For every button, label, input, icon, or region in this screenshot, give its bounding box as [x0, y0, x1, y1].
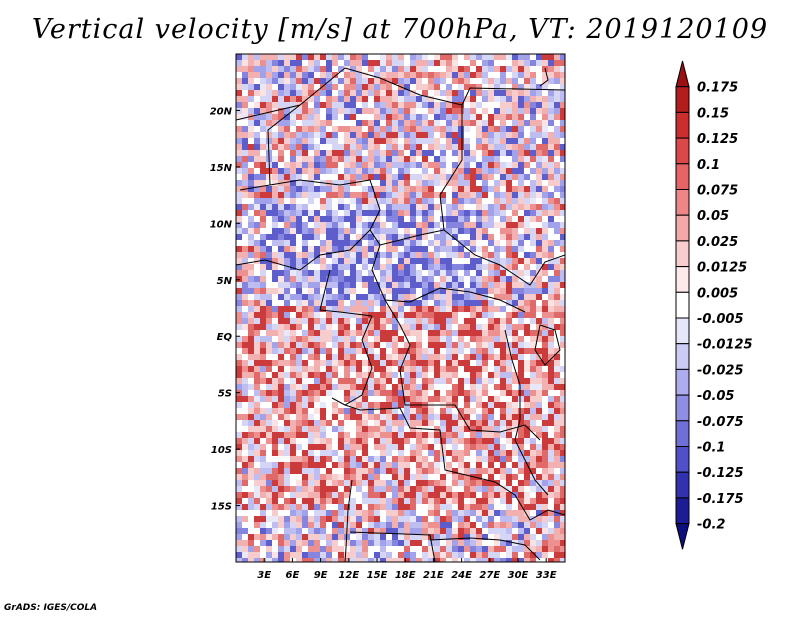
lat-tick-label: 15N — [210, 163, 233, 174]
colorbar: 0.175 0.15 0.125 0.1 0.075 0.05 0.025 0.0125 0.0… — [675, 60, 753, 550]
colorbar-label: -0.175 — [697, 492, 744, 507]
colorbar-label: 0.05 — [697, 209, 729, 224]
map-axes: 20N 15N 10N 5N EQ 5S 10S 15S 3E 6E 9E 12E 15E 18E 21E 2… — [210, 106, 557, 581]
colorbar-swatch — [675, 394, 690, 422]
lon-tick-label: 15E — [367, 570, 388, 581]
colorbar-label: -0.0125 — [697, 338, 753, 353]
lon-tick-label: 21E — [423, 570, 444, 581]
velocity-field — [236, 54, 565, 562]
colorbar-swatch — [675, 317, 690, 345]
colorbar-label: 0.005 — [697, 286, 738, 301]
colorbar-label: 0.1 — [697, 158, 720, 173]
map-title: Vertical velocity [m/s] at 700hPa, VT: 2… — [31, 14, 769, 45]
colorbar-swatch — [675, 240, 690, 268]
lon-tick-label: 9E — [314, 570, 328, 581]
colorbar-label: -0.2 — [697, 518, 725, 533]
lat-tick-label: 10S — [211, 445, 232, 456]
colorbar-swatch — [675, 163, 690, 191]
colorbar-label: -0.05 — [697, 389, 734, 404]
colorbar-swatch — [675, 420, 690, 447]
colorbar-swatch — [675, 111, 690, 139]
colorbar-label: -0.025 — [697, 363, 744, 378]
lat-tick-label: 10N — [210, 219, 233, 230]
colorbar-label: 0.15 — [697, 106, 729, 121]
colorbar-swatch — [675, 523, 690, 550]
lat-tick-label: 20N — [210, 106, 233, 117]
lon-tick-label: 6E — [286, 570, 300, 581]
lat-tick-label: 5N — [217, 276, 233, 287]
colorbar-label: 0.075 — [697, 184, 738, 199]
colorbar-label: -0.1 — [697, 441, 725, 456]
lat-tick-label: 15S — [211, 502, 232, 513]
colorbar-label: -0.075 — [697, 415, 744, 430]
lon-tick-label: 18E — [395, 570, 416, 581]
colorbar-swatch — [675, 137, 690, 165]
colorbar-swatch — [675, 343, 690, 370]
lon-tick-label: 33E — [536, 570, 557, 581]
colorbar-swatch — [675, 60, 690, 88]
colorbar-swatch — [675, 291, 690, 319]
lat-tick-label: EQ — [217, 332, 233, 343]
colorbar-swatch — [675, 471, 690, 499]
colorbar-label: 0.125 — [697, 132, 738, 147]
colorbar-label: 0.025 — [697, 235, 738, 250]
colorbar-label: 0.0125 — [697, 261, 747, 276]
lon-tick-label: 30E — [508, 570, 529, 581]
lat-tick-label: 5S — [218, 389, 232, 400]
lon-tick-label: 24E — [451, 570, 472, 581]
lon-tick-label: 12E — [338, 570, 359, 581]
colorbar-swatch — [675, 497, 690, 525]
map-frame — [235, 53, 566, 563]
colorbar-swatch — [675, 189, 690, 216]
grads-credit: GrADS: IGES/COLA — [4, 603, 98, 613]
colorbar-label: -0.125 — [697, 466, 744, 481]
colorbar-swatch — [675, 214, 690, 242]
colorbar-label: -0.005 — [697, 312, 744, 327]
colorbar-swatch — [675, 446, 690, 473]
colorbar-swatch — [675, 86, 690, 113]
country-borders — [236, 67, 565, 562]
lon-tick-label: 27E — [479, 570, 500, 581]
lon-tick-label: 3E — [257, 570, 271, 581]
colorbar-swatch — [675, 368, 690, 396]
colorbar-swatch — [675, 266, 690, 293]
colorbar-label: 0.175 — [697, 81, 738, 96]
